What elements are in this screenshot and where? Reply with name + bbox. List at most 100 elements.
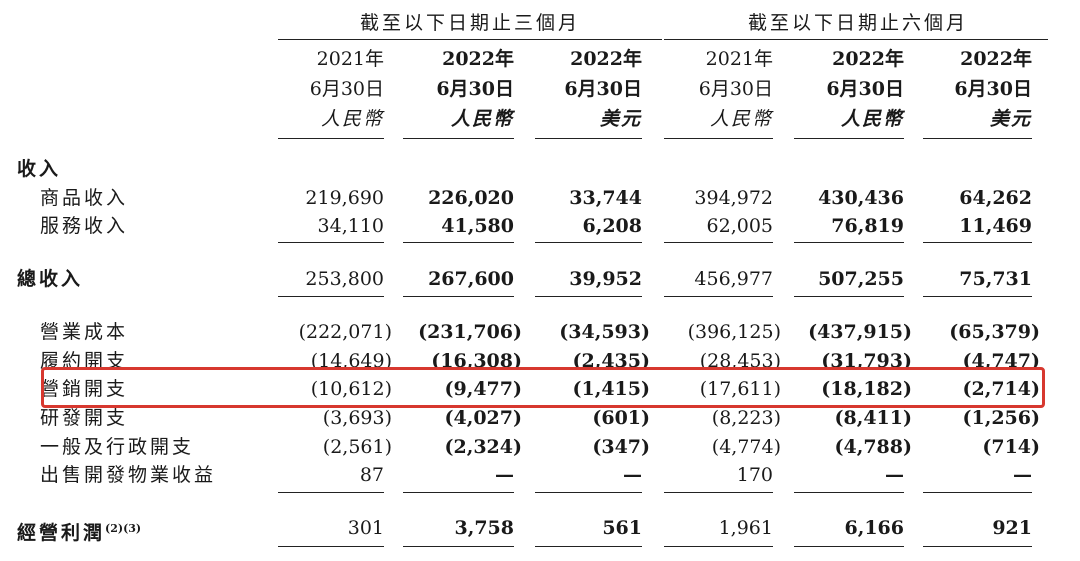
total-rule [278, 296, 384, 297]
column-currency: 人民幣 [320, 108, 384, 130]
cell-value: (9,477) [444, 378, 522, 400]
header-rule [278, 138, 384, 139]
cell-value: (3,693) [322, 407, 392, 429]
cell-value: 507,255 [818, 268, 904, 290]
column-year: 2022年 [832, 48, 904, 70]
subtotal-rule [403, 492, 514, 493]
bottom-rule [403, 546, 514, 547]
column-year: 2022年 [570, 48, 642, 70]
total-rule [794, 296, 904, 297]
cell-value: 75,731 [959, 268, 1032, 290]
column-date: 6月30日 [698, 78, 773, 100]
row-label: 服務收入 [40, 215, 129, 237]
cell-value: 33,744 [569, 187, 642, 209]
column-currency: 美元 [989, 108, 1032, 130]
total-rule [535, 296, 642, 297]
cell-value: (34,593) [559, 321, 650, 343]
column-date: 6月30日 [564, 78, 642, 100]
cell-value: (1,256) [962, 407, 1040, 429]
cell-value: 76,819 [831, 215, 904, 237]
table-row-cost-of-revenue: 營業成本 (222,071) (231,706) (34,593) (396,1… [0, 318, 1080, 347]
cell-value: 253,800 [305, 268, 384, 290]
cell-value: (4,027) [444, 407, 522, 429]
cell-value: (31,793) [821, 350, 912, 372]
column-currency: 人民幣 [450, 108, 514, 130]
cell-value: (2,561) [322, 436, 392, 458]
subtotal-rule [535, 242, 642, 243]
cell-value: 6,166 [844, 517, 905, 539]
cell-value: 226,020 [428, 187, 514, 209]
column-date: 6月30日 [436, 78, 514, 100]
table-row-product-revenue: 商品收入 219,690 226,020 33,744 394,972 430,… [0, 184, 1080, 213]
cell-value: (4,747) [962, 350, 1040, 372]
subtotal-rule [794, 492, 904, 493]
total-rule [403, 296, 514, 297]
cell-value: — [495, 464, 514, 486]
group-underline-three-months [278, 39, 662, 40]
cell-value: 11,469 [959, 215, 1032, 237]
cell-value: 301 [347, 517, 384, 539]
total-rule [664, 296, 773, 297]
total-rule [923, 296, 1032, 297]
table-row-marketing-expenses: 營銷開支 (10,612) (9,477) (1,415) (17,611) (… [0, 375, 1080, 404]
row-label: 營銷開支 [40, 378, 129, 400]
footnote-ref: (2)(3) [105, 522, 142, 535]
header-rule [664, 138, 773, 139]
row-label: 履約開支 [40, 350, 129, 372]
cell-value: 430,436 [818, 187, 904, 209]
cell-value: (4,774) [711, 436, 781, 458]
subtotal-rule [923, 242, 1032, 243]
column-header-1: 2021年 6月30日 人民幣 [278, 44, 384, 134]
cell-value: (437,915) [808, 321, 912, 343]
row-label: 營業成本 [40, 321, 129, 343]
bottom-rule [794, 546, 904, 547]
subtotal-rule [403, 242, 514, 243]
cell-value: (8,223) [711, 407, 781, 429]
cell-value: (231,706) [418, 321, 522, 343]
subtotal-rule [794, 242, 904, 243]
cell-value: 456,977 [694, 268, 773, 290]
cell-value: 62,005 [706, 215, 773, 237]
column-year: 2022年 [960, 48, 1032, 70]
cell-value: (396,125) [687, 321, 781, 343]
cell-value: 170 [736, 464, 773, 486]
cell-value: — [885, 464, 904, 486]
column-header-2: 2022年 6月30日 人民幣 [403, 44, 514, 134]
cell-value: 267,600 [428, 268, 514, 290]
highlight-box-marketing-expenses [41, 367, 1045, 408]
cell-value: (347) [592, 436, 650, 458]
header-rule [923, 138, 1032, 139]
column-header-4: 2021年 6月30日 人民幣 [664, 44, 773, 134]
table-row-operating-profit: 經營利潤(2)(3) 301 3,758 561 1,961 6,166 921 [0, 514, 1080, 544]
row-label-text: 經營利潤 [17, 522, 106, 544]
row-label: 出售開發物業收益 [40, 464, 217, 486]
cell-value: (714) [982, 436, 1040, 458]
cell-value: (65,379) [949, 321, 1040, 343]
table-row-revenue-heading: 收入 [0, 155, 1080, 184]
table-row-service-revenue: 服務收入 34,110 41,580 6,208 62,005 76,819 1… [0, 212, 1080, 241]
column-currency: 人民幣 [840, 108, 904, 130]
cell-value: (2,324) [444, 436, 522, 458]
cell-value: 219,690 [305, 187, 384, 209]
group-underline-six-months [664, 39, 1048, 40]
cell-value: (2,714) [962, 378, 1040, 400]
subtotal-rule [664, 492, 773, 493]
header-rule [535, 138, 642, 139]
row-label: 經營利潤(2)(3) [17, 514, 141, 548]
cell-value: (222,071) [298, 321, 392, 343]
column-header-3: 2022年 6月30日 美元 [535, 44, 642, 134]
cell-value: (2,435) [572, 350, 650, 372]
cell-value: (16,308) [431, 350, 522, 372]
bottom-rule [278, 546, 384, 547]
column-year: 2021年 [705, 48, 773, 70]
cell-value: (14,649) [310, 350, 392, 372]
cell-value: 34,110 [317, 215, 384, 237]
cell-value: (4,788) [834, 436, 912, 458]
column-year: 2022年 [442, 48, 514, 70]
group-header-three-months: 截至以下日期止三個月 [359, 12, 580, 34]
column-header-6: 2022年 6月30日 美元 [923, 44, 1032, 134]
cell-value: 41,580 [441, 215, 514, 237]
bottom-rule [535, 546, 642, 547]
cell-value: — [623, 464, 642, 486]
subtotal-rule [278, 492, 384, 493]
